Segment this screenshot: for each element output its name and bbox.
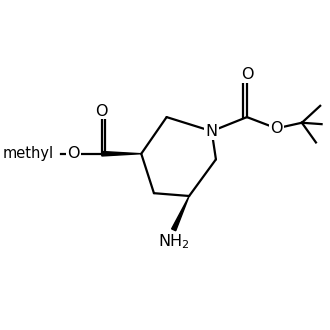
Text: N: N	[206, 124, 218, 139]
Text: O: O	[67, 146, 80, 161]
Text: O: O	[241, 67, 253, 82]
Text: methyl: methyl	[3, 146, 54, 161]
Text: O: O	[270, 121, 283, 136]
Text: NH$_2$: NH$_2$	[158, 233, 189, 251]
Text: O: O	[96, 104, 108, 118]
Polygon shape	[172, 196, 189, 231]
Polygon shape	[102, 151, 141, 156]
